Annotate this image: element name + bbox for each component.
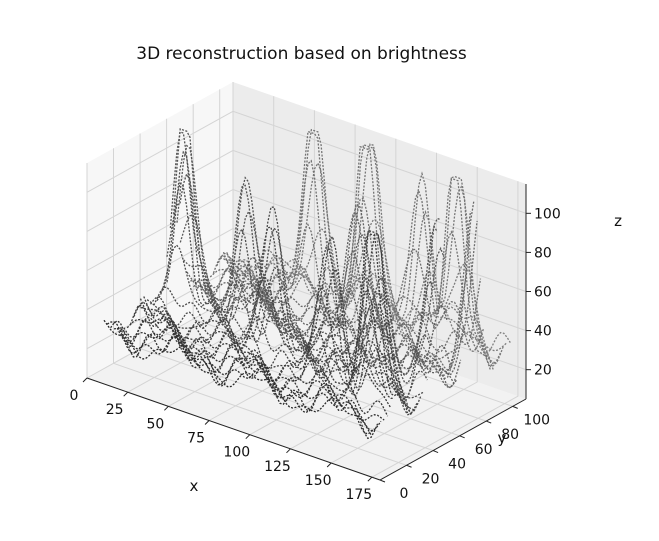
surface-row <box>176 144 445 370</box>
grid-line-z <box>86 110 527 214</box>
x-axis-label: x <box>190 477 199 495</box>
y-tick-label: 40 <box>448 457 466 473</box>
surface-row <box>169 131 438 376</box>
surface-row <box>159 181 428 403</box>
y-tick-label: 20 <box>422 471 440 487</box>
surface-row <box>199 269 468 376</box>
y-tick-mark <box>512 405 518 409</box>
z-tick-label: 80 <box>534 245 552 261</box>
x-tick-label: 50 <box>146 416 164 432</box>
grid-line-x <box>208 124 356 421</box>
surface-row <box>206 201 475 371</box>
surface-row <box>163 150 432 400</box>
chart-title: 3D reconstruction based on brightness <box>136 44 467 64</box>
surface-row <box>153 206 422 414</box>
surface-row <box>186 249 455 384</box>
y-tick-label: 80 <box>501 427 519 443</box>
surface-row <box>219 130 488 358</box>
y-tick-label: 0 <box>400 486 409 502</box>
x-tick-mark <box>367 476 373 482</box>
surface-row <box>179 214 448 373</box>
y-tick-label: 60 <box>475 442 493 458</box>
x-tick-label: 100 <box>223 445 250 461</box>
grid-line-x <box>330 167 478 464</box>
x-tick-mark <box>204 420 210 425</box>
y-tick-mark <box>406 464 412 468</box>
z-tick-label: 20 <box>534 363 552 379</box>
x-tick-label: 175 <box>345 487 372 503</box>
z-tick-label: 100 <box>534 206 561 222</box>
x-tick-label: 75 <box>187 431 205 447</box>
x-tick-mark <box>286 448 291 454</box>
x-tick-mark <box>123 391 129 397</box>
y-axis-label: y <box>498 429 507 447</box>
grid-line-x <box>290 152 437 450</box>
y-tick-mark <box>485 420 492 424</box>
surface-row <box>216 159 485 353</box>
x-tick-label: 125 <box>264 459 291 475</box>
grid-line-y <box>219 89 513 407</box>
surface-row <box>232 218 501 368</box>
surface-row <box>149 226 418 416</box>
x-tick-mark <box>326 462 332 468</box>
surface-row <box>113 327 382 432</box>
x-tick-mark <box>164 405 169 411</box>
surface-traces <box>103 127 511 440</box>
surface-row <box>143 267 412 416</box>
grid-line-x <box>371 181 519 478</box>
y-tick-label: 100 <box>523 412 550 428</box>
surface-row <box>116 326 385 422</box>
z-axis-label: z <box>614 212 622 230</box>
grid-line-y <box>113 148 407 466</box>
z-tick-label: 60 <box>534 285 552 301</box>
surface-row <box>119 319 389 417</box>
surface-row <box>110 319 379 440</box>
surface-row <box>106 321 375 435</box>
x-tick-mark <box>245 434 251 440</box>
z-tick-label: 40 <box>534 324 552 340</box>
y-tick-mark <box>459 435 465 439</box>
surface-row <box>226 143 495 372</box>
x-tick-label: 0 <box>70 388 79 404</box>
grid-line-y <box>166 118 460 437</box>
grid-line-z <box>86 228 527 332</box>
x-tick-label: 25 <box>106 402 124 418</box>
surface-row <box>103 319 372 436</box>
x-tick-mark <box>82 377 88 383</box>
surface-row <box>129 232 398 397</box>
y-tick-mark <box>379 479 386 483</box>
surface-row <box>229 143 498 364</box>
y-axis-line <box>379 398 527 481</box>
surface-row <box>146 275 415 411</box>
x-tick-label: 150 <box>305 473 332 489</box>
y-tick-mark <box>432 450 439 454</box>
surface-row <box>123 317 392 409</box>
floor-pane <box>87 297 526 480</box>
surface-row <box>190 212 458 388</box>
surface-row <box>242 249 511 354</box>
